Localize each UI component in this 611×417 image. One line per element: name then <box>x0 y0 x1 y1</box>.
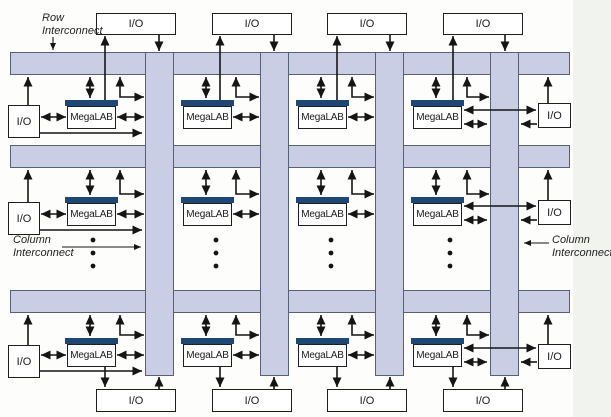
megalab-accent-bar <box>411 197 464 203</box>
io-box-top-2: I/O <box>212 13 292 35</box>
megalab-accent-bar <box>296 100 349 106</box>
megalab-accent-bar <box>181 100 234 106</box>
megalab-r1c1: MegaLAB <box>65 100 118 129</box>
megalab-r3c4: MegaLAB <box>411 338 464 367</box>
column-interconnect-label-line1: Column <box>13 234 51 246</box>
io-box-top-3: I/O <box>327 13 407 35</box>
io-box-bottom-4: I/O <box>443 389 523 412</box>
megalab-accent-bar <box>411 100 464 106</box>
megalab-label: MegaLAB <box>298 203 347 226</box>
megalab-label: MegaLAB <box>298 344 347 367</box>
column-interconnect-label-line2: Interconnect <box>13 246 74 259</box>
megalab-r2c3: MegaLAB <box>296 197 349 226</box>
megalab-r3c3: MegaLAB <box>296 338 349 367</box>
megalab-label: MegaLAB <box>413 344 462 367</box>
continuation-dots <box>328 263 334 269</box>
megalab-accent-bar <box>411 338 464 344</box>
megalab-label: MegaLAB <box>413 203 462 226</box>
row-interconnect-label-line2: Interconnect <box>42 24 103 37</box>
row-interconnect-bar-1 <box>10 52 570 75</box>
megalab-label: MegaLAB <box>67 344 116 367</box>
column-interconnect-label-right: Column Interconnect <box>552 234 611 259</box>
column-interconnect-bar-2 <box>260 52 289 376</box>
continuation-dots <box>90 237 96 243</box>
megalab-label: MegaLAB <box>298 106 347 129</box>
megalab-r2c2: MegaLAB <box>181 197 234 226</box>
continuation-dots <box>213 237 219 243</box>
megalab-label: MegaLAB <box>413 106 462 129</box>
wire-arrow <box>347 315 374 340</box>
io-box-right-2: I/O <box>538 200 571 225</box>
continuation-dots <box>213 263 219 269</box>
page-edge <box>573 0 611 417</box>
megalab-accent-bar <box>296 197 349 203</box>
wire-arrow <box>347 170 374 199</box>
megalab-label: MegaLAB <box>67 203 116 226</box>
column-interconnect-label-line1: Column <box>552 234 590 246</box>
column-interconnect-bar-4 <box>490 52 519 376</box>
wire-arrow <box>462 315 489 340</box>
io-box-left-2: I/O <box>8 202 40 235</box>
row-interconnect-label: Row Interconnect <box>42 12 103 37</box>
megalab-r1c3: MegaLAB <box>296 100 349 129</box>
continuation-dots <box>447 237 453 243</box>
continuation-dots <box>213 250 219 256</box>
megalab-accent-bar <box>181 338 234 344</box>
wire-arrow <box>115 170 144 199</box>
megalab-accent-bar <box>65 338 118 344</box>
row-interconnect-bar-3 <box>10 290 570 313</box>
megalab-r2c1: MegaLAB <box>65 197 118 226</box>
megalab-accent-bar <box>181 197 234 203</box>
io-box-right-3: I/O <box>538 344 571 369</box>
megalab-r2c4: MegaLAB <box>411 197 464 226</box>
row-interconnect-bar-2 <box>10 145 570 168</box>
megalab-r1c2: MegaLAB <box>181 100 234 129</box>
io-box-bottom-3: I/O <box>327 389 407 412</box>
megalab-r3c2: MegaLAB <box>181 338 234 367</box>
column-interconnect-bar-1 <box>145 52 174 376</box>
wire-arrow <box>347 77 374 102</box>
wire-arrow <box>231 315 259 340</box>
continuation-dots <box>447 250 453 256</box>
wire-arrow <box>462 170 489 199</box>
continuation-dots <box>447 263 453 269</box>
continuation-dots <box>90 263 96 269</box>
megalab-accent-bar <box>65 100 118 106</box>
megalab-label: MegaLAB <box>183 344 232 367</box>
row-interconnect-label-line1: Row <box>42 12 65 24</box>
wire-arrow <box>231 77 259 102</box>
io-box-left-3: I/O <box>8 345 40 378</box>
io-box-left-1: I/O <box>8 105 40 138</box>
megalab-accent-bar <box>65 197 118 203</box>
wire-arrow <box>115 77 144 102</box>
megalab-label: MegaLAB <box>183 106 232 129</box>
column-interconnect-label-line2: Interconnect <box>552 246 611 259</box>
megalab-label: MegaLAB <box>67 106 116 129</box>
io-box-bottom-2: I/O <box>212 389 292 412</box>
continuation-dots <box>90 250 96 256</box>
wire-arrow <box>115 315 144 340</box>
io-box-top-1: I/O <box>96 13 176 35</box>
continuation-dots <box>328 250 334 256</box>
megalab-r3c1: MegaLAB <box>65 338 118 367</box>
wire-arrow <box>231 170 259 199</box>
column-interconnect-bar-3 <box>375 52 404 376</box>
megalab-label: MegaLAB <box>183 203 232 226</box>
io-box-right-1: I/O <box>538 103 571 128</box>
wire-arrow <box>462 77 489 102</box>
continuation-dots <box>328 237 334 243</box>
io-box-bottom-1: I/O <box>96 389 176 412</box>
megalab-r1c4: MegaLAB <box>411 100 464 129</box>
io-box-top-4: I/O <box>443 13 523 35</box>
megalab-accent-bar <box>296 338 349 344</box>
column-interconnect-label-left: Column Interconnect <box>13 234 74 259</box>
